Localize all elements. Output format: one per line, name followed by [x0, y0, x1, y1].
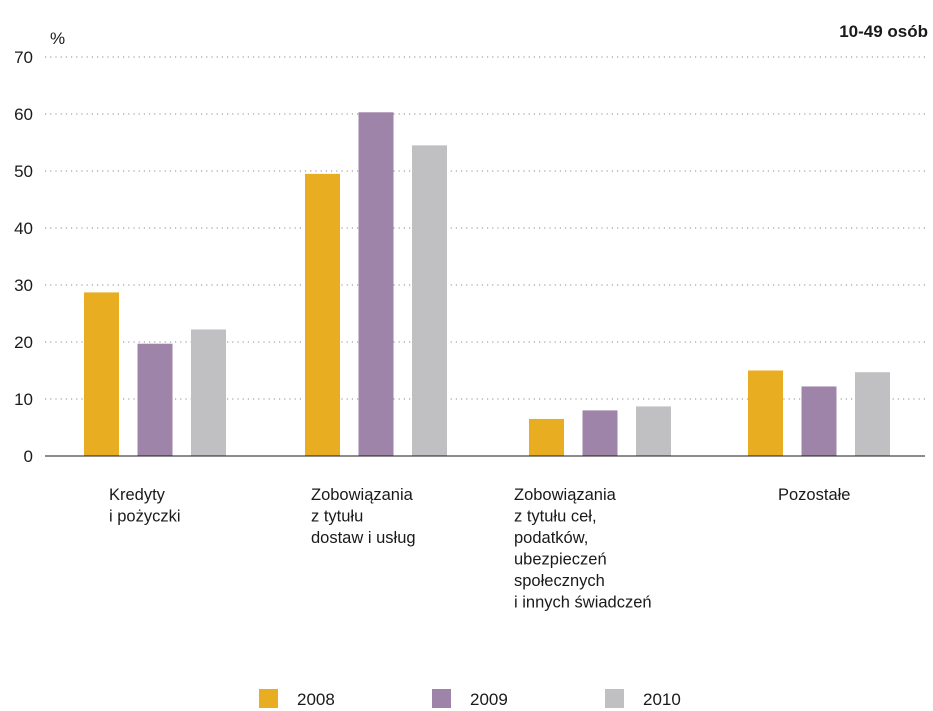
y-tick-label: 70	[14, 48, 33, 67]
category-label: Zobowiązania z tytułu dostaw i usług	[311, 486, 416, 547]
y-tick-label: 50	[14, 162, 33, 181]
bar-2008-3	[529, 418, 564, 456]
bar-2008-4	[748, 370, 783, 456]
y-tick-label: 0	[24, 447, 33, 466]
legend-label-2009: 2009	[470, 690, 508, 709]
category-label: Pozostałe	[778, 486, 850, 504]
y-tick-label: 30	[14, 276, 33, 295]
y-tick-label: 60	[14, 105, 33, 124]
legend: 2008 2009 2010	[259, 689, 681, 709]
bar-2010-1	[191, 329, 226, 456]
bar-2009-3	[582, 410, 618, 456]
bar-2009-4	[801, 386, 837, 456]
category-label: Zobowiązania z tytułu ceł, podatków, ubezpi…	[514, 486, 652, 612]
bars-group	[84, 112, 890, 456]
legend-swatch-2010	[605, 689, 624, 708]
bar-2008-1	[84, 292, 119, 456]
bar-2009-1	[137, 343, 173, 456]
y-tick-label: 10	[14, 390, 33, 409]
legend-label-2010: 2010	[643, 690, 681, 709]
bar-2010-2	[412, 145, 447, 456]
y-tick-label: 40	[14, 219, 33, 238]
legend-label-2008: 2008	[297, 690, 335, 709]
category-labels: Kredyty i pożyczki Zobowiązania z tytułu dos…	[109, 486, 850, 612]
gridlines	[45, 56, 925, 400]
y-tick-label: 20	[14, 333, 33, 352]
legend-swatch-2009	[432, 689, 451, 708]
legend-swatch-2008	[259, 689, 278, 708]
y-axis-ticks: 0 10 20 30 40 50 60 70	[14, 48, 33, 466]
bar-2010-4	[855, 372, 890, 456]
bar-2009-2	[358, 112, 394, 456]
y-axis-unit-label: %	[50, 29, 65, 48]
category-label: Kredyty i pożyczki	[109, 486, 181, 526]
chart-subtitle: 10-49 osób	[839, 22, 928, 41]
bar-2008-2	[305, 173, 340, 456]
bar-2010-3	[636, 406, 671, 456]
